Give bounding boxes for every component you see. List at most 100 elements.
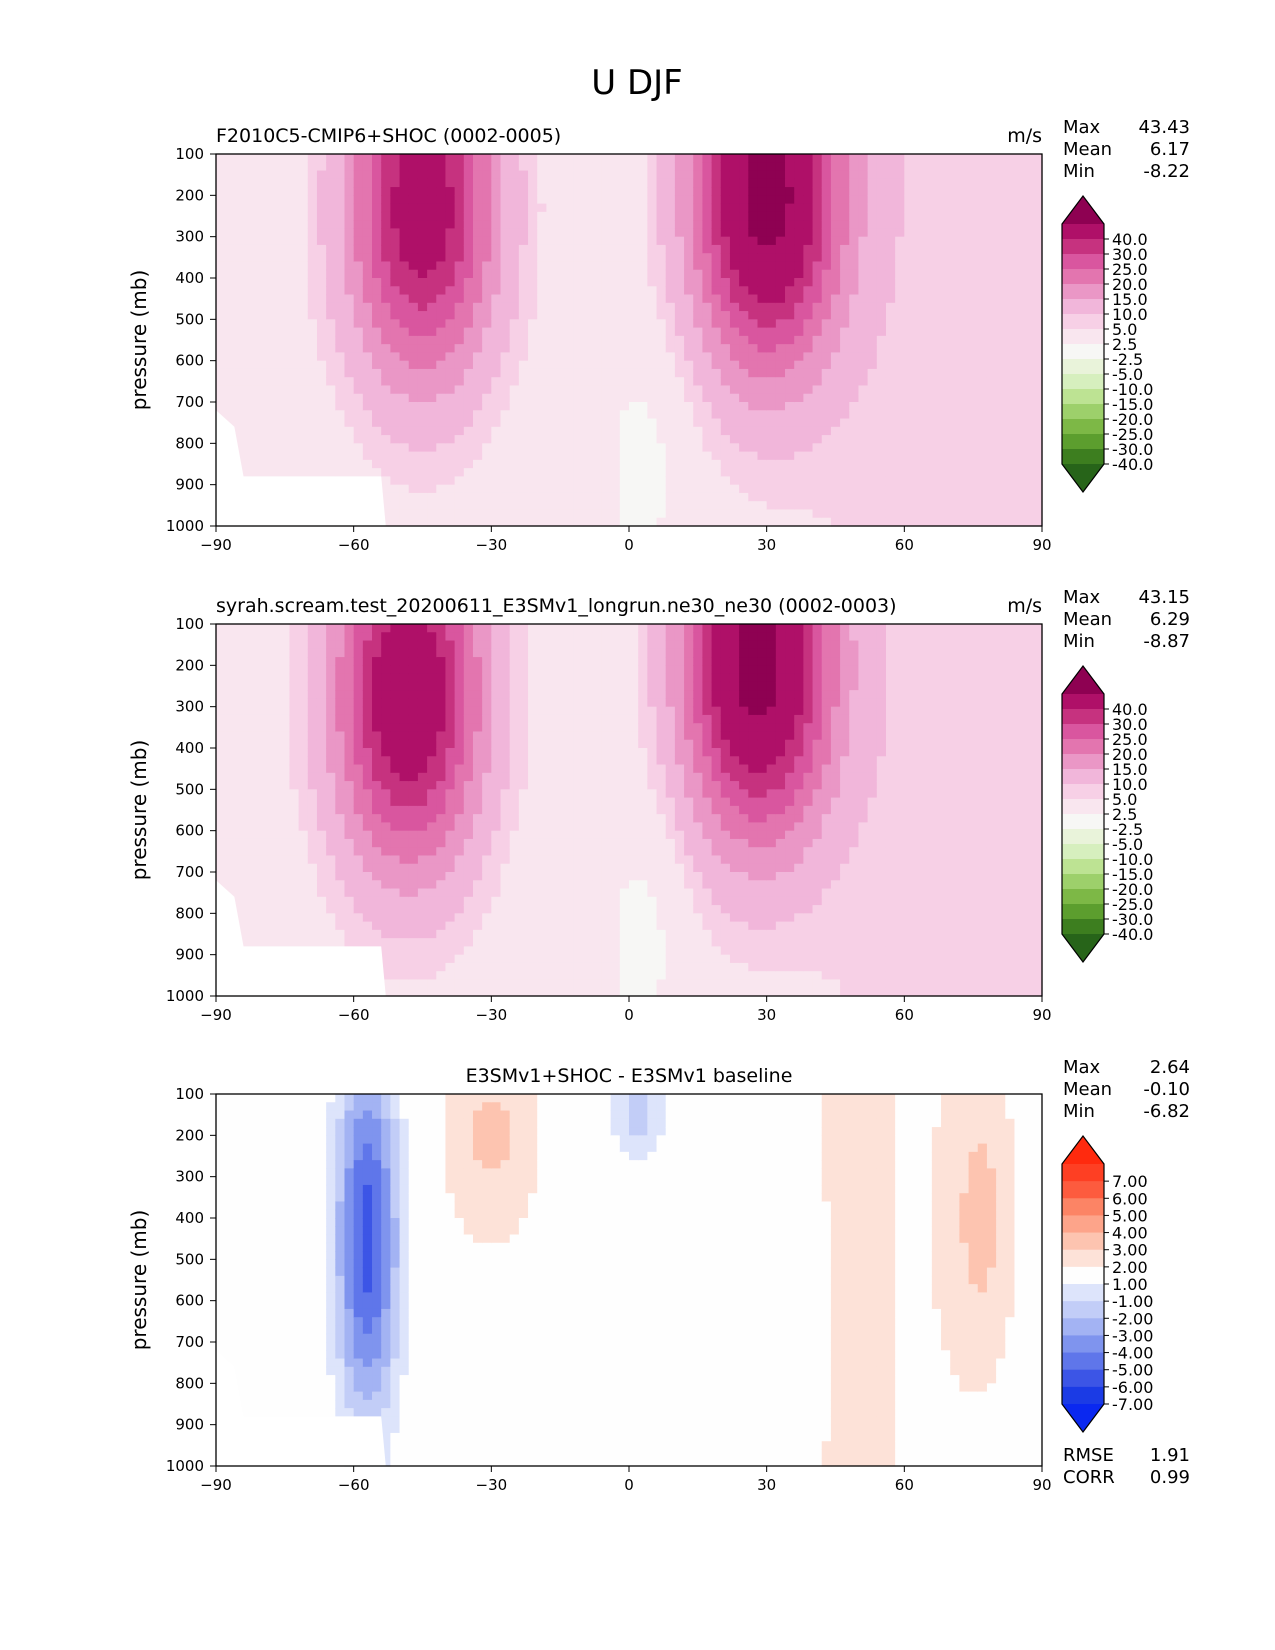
field-cell xyxy=(849,203,860,213)
field-cell xyxy=(895,426,905,436)
field-cell xyxy=(528,410,538,420)
field-cell xyxy=(610,501,621,511)
field-cell xyxy=(482,170,492,180)
field-cell xyxy=(876,410,887,420)
field-cell xyxy=(638,418,648,428)
field-cell xyxy=(968,327,979,337)
field-cell xyxy=(858,278,869,287)
field-cell xyxy=(326,278,336,287)
field-cell xyxy=(307,385,318,395)
field-cell xyxy=(638,476,648,486)
field-cell xyxy=(445,468,456,477)
field-cell xyxy=(271,929,281,939)
field-cell xyxy=(408,154,419,163)
field-cell xyxy=(372,698,382,708)
field-cell xyxy=(216,739,226,749)
field-cell xyxy=(977,418,988,428)
field-cell xyxy=(592,426,603,436)
field-cell xyxy=(1005,187,1016,196)
field-cell xyxy=(1032,451,1043,461)
field-cell xyxy=(665,492,676,502)
field-cell xyxy=(316,938,327,947)
field-cell xyxy=(546,484,557,494)
field-cell xyxy=(922,451,933,461)
field-cell xyxy=(922,311,933,320)
field-cell xyxy=(775,220,786,229)
field-cell xyxy=(362,435,373,444)
field-cell xyxy=(472,302,483,312)
field-cell xyxy=(417,377,428,387)
field-cell xyxy=(261,418,272,428)
field-cell xyxy=(518,360,529,370)
field-cell xyxy=(234,896,245,906)
field-cell xyxy=(996,195,1006,205)
field-cell xyxy=(417,476,428,486)
field-cell xyxy=(243,938,254,947)
field-cell xyxy=(271,756,281,766)
y-axis-label: pressure (mb) xyxy=(127,270,151,411)
field-cell xyxy=(463,178,474,188)
field-cell xyxy=(243,435,254,444)
field-cell xyxy=(665,286,676,296)
field-cell xyxy=(436,410,447,420)
field-cell xyxy=(463,327,474,337)
field-cell xyxy=(665,509,676,519)
field-cell xyxy=(289,657,300,666)
field-cell xyxy=(454,492,465,502)
field-cell xyxy=(674,517,685,527)
field-cell xyxy=(362,236,373,246)
field-cell xyxy=(849,335,860,345)
field-cell xyxy=(601,517,612,527)
field-cell xyxy=(858,418,869,428)
field-cell xyxy=(335,344,346,353)
field-cell xyxy=(307,797,318,807)
field-cell xyxy=(344,830,355,840)
field-cell xyxy=(216,690,226,699)
field-cell xyxy=(454,443,465,453)
field-cell xyxy=(243,344,254,353)
field-cell xyxy=(546,269,557,279)
field-cell xyxy=(1014,286,1025,296)
field-cell xyxy=(922,187,933,196)
field-cell xyxy=(252,178,263,188)
field-cell xyxy=(876,368,887,378)
field-cell xyxy=(876,170,887,180)
field-cell xyxy=(261,698,272,708)
field-cell xyxy=(610,162,621,172)
field-cell xyxy=(234,344,245,353)
field-cell xyxy=(280,905,291,914)
field-cell xyxy=(335,253,346,263)
field-cell xyxy=(280,665,291,675)
field-cell xyxy=(656,509,667,519)
field-cell xyxy=(720,402,731,411)
field-cell xyxy=(564,484,575,494)
field-cell xyxy=(537,178,547,188)
field-cell xyxy=(353,211,364,221)
field-cell xyxy=(996,319,1006,329)
field-cell xyxy=(647,352,658,362)
field-cell xyxy=(362,162,373,172)
field-cell xyxy=(234,385,245,395)
field-cell xyxy=(821,311,832,320)
field-cell xyxy=(216,286,226,296)
field-cell xyxy=(225,805,235,815)
field-cell xyxy=(326,863,336,873)
field-cell xyxy=(225,657,235,666)
field-cell xyxy=(601,435,612,444)
colorbar-label: -25.0 xyxy=(1112,425,1153,444)
field-cell xyxy=(656,319,667,329)
field-cell xyxy=(775,435,786,444)
field-cell xyxy=(629,402,639,411)
field-cell xyxy=(326,236,336,246)
field-cell xyxy=(243,253,254,263)
field-cell xyxy=(922,278,933,287)
field-cell xyxy=(509,294,520,304)
field-cell xyxy=(362,468,373,477)
field-cell xyxy=(876,335,887,345)
field-cell xyxy=(225,302,235,312)
field-cell xyxy=(647,228,658,238)
field-cell xyxy=(482,311,492,320)
field-cell xyxy=(546,203,557,213)
field-cell xyxy=(849,377,860,387)
field-cell xyxy=(684,443,694,453)
